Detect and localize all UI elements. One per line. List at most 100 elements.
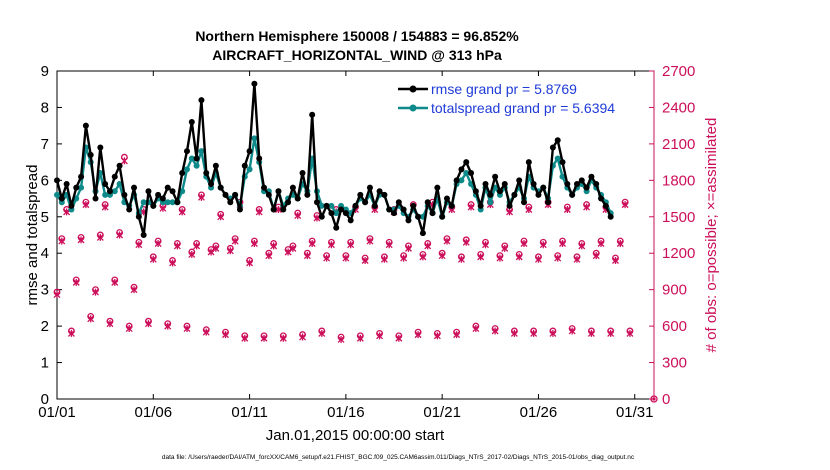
obs-assimilated-marker bbox=[424, 242, 432, 250]
obs-assimilated-marker bbox=[173, 242, 181, 250]
obs-assimilated-marker bbox=[250, 240, 258, 248]
rmse-point bbox=[208, 180, 215, 187]
rmse-point bbox=[381, 191, 388, 198]
rmse-point bbox=[150, 202, 157, 209]
obs-assimilated-marker bbox=[559, 240, 566, 248]
rmse-point bbox=[362, 199, 369, 206]
obs-assimilated-marker bbox=[183, 325, 191, 333]
obs-assimilated-marker bbox=[188, 250, 196, 258]
obs-assimilated-marker bbox=[405, 244, 412, 252]
rmse-point bbox=[439, 213, 446, 220]
obs-assimilated-marker bbox=[612, 257, 619, 265]
y-tick-label: 6 bbox=[41, 172, 49, 189]
rmse-point bbox=[270, 206, 277, 213]
obs-assimilated-marker bbox=[164, 322, 172, 330]
obs-assimilated-marker bbox=[356, 334, 364, 342]
obs-assimilated-marker bbox=[477, 253, 485, 261]
obs-assimilated-marker bbox=[568, 327, 576, 335]
rmse-point bbox=[607, 213, 614, 220]
rmse-point bbox=[391, 210, 398, 217]
obs-assimilated-marker bbox=[327, 241, 335, 249]
obs-assimilated-marker bbox=[506, 208, 514, 216]
obs-assimilated-marker bbox=[255, 208, 263, 216]
legend: rmse grand pr = 5.8769 totalspread grand… bbox=[398, 81, 615, 116]
obs-assimilated-marker bbox=[82, 201, 90, 209]
obs-assimilated-marker bbox=[414, 331, 422, 339]
y-tick-label: 5 bbox=[41, 209, 49, 226]
totalspread-point bbox=[116, 180, 123, 187]
rmse-point bbox=[188, 119, 195, 126]
y-right-tick-label: 2100 bbox=[662, 136, 695, 153]
rmse-point bbox=[588, 173, 595, 180]
obs-assimilated-marker bbox=[549, 329, 557, 337]
obs-assimilated-marker bbox=[197, 193, 205, 201]
rmse-point bbox=[183, 148, 190, 155]
x-axis-ticks: 01/01 01/06 01/11 01/16 01/21 01/26 01/31 bbox=[38, 71, 654, 421]
obs-assimilated-marker bbox=[616, 240, 624, 248]
rmse-point bbox=[159, 195, 166, 202]
obs-assimilated-marker bbox=[443, 237, 451, 245]
obs-assimilated-marker bbox=[323, 254, 331, 262]
totalspread-point bbox=[78, 184, 85, 191]
y-axis-label: rmse and totalspread bbox=[24, 165, 41, 306]
rmse-point bbox=[78, 173, 85, 180]
rmse-point bbox=[395, 199, 402, 206]
rmse-point bbox=[468, 170, 475, 177]
rmse-point bbox=[309, 111, 316, 118]
rmse-point bbox=[174, 199, 181, 206]
rmse-point bbox=[116, 162, 123, 169]
totalspread-point bbox=[463, 170, 470, 177]
obs-assimilated-marker bbox=[592, 252, 600, 260]
obs-assimilated-marker bbox=[578, 242, 586, 250]
rmse-point bbox=[511, 191, 518, 198]
rmse-point bbox=[453, 177, 460, 184]
obs-assimilated-marker bbox=[539, 241, 547, 249]
obs-assimilated-marker bbox=[193, 242, 201, 250]
rmse-point bbox=[376, 188, 383, 195]
rmse-point bbox=[569, 191, 576, 198]
rmse-point bbox=[458, 166, 465, 173]
obs-assimilated-marker bbox=[525, 205, 533, 213]
rmse-point bbox=[289, 184, 296, 191]
obs-assimilated-marker bbox=[587, 329, 595, 337]
obs-assimilated-marker bbox=[515, 253, 523, 261]
obs-assimilated-marker bbox=[275, 205, 282, 213]
rmse-point bbox=[487, 191, 494, 198]
totalspread-point bbox=[169, 199, 176, 206]
rmse-point bbox=[400, 206, 407, 213]
obs-assimilated-marker bbox=[125, 325, 133, 333]
rmse-point bbox=[145, 188, 152, 195]
rmse-point bbox=[578, 177, 585, 184]
rmse-point bbox=[366, 184, 373, 191]
rmse-point bbox=[275, 188, 282, 195]
totalspread-point bbox=[102, 191, 109, 198]
totalspread-point bbox=[193, 162, 200, 169]
rmse-point bbox=[371, 202, 378, 209]
rmse-point bbox=[304, 191, 311, 198]
obs-assimilated-marker bbox=[554, 254, 562, 262]
totalspread-point bbox=[198, 148, 205, 155]
totalspread-point bbox=[554, 155, 561, 162]
obs-assimilated-marker bbox=[395, 334, 403, 342]
obs-assimilated-marker bbox=[308, 240, 316, 248]
rmse-series bbox=[54, 80, 614, 238]
y-axis-ticks: 0 1 2 3 4 5 6 7 8 9 bbox=[41, 63, 62, 408]
rmse-point bbox=[179, 170, 186, 177]
rmse-point bbox=[434, 184, 441, 191]
obs-assimilated-marker bbox=[77, 236, 85, 244]
obs-assimilated-marker bbox=[337, 335, 345, 343]
totalspread-point bbox=[559, 173, 566, 180]
rmse-point bbox=[342, 210, 349, 217]
rmse-point bbox=[265, 191, 272, 198]
rmse-point bbox=[347, 217, 354, 224]
obs-assimilated-marker bbox=[265, 252, 273, 260]
obs-assimilated-marker bbox=[380, 255, 388, 263]
rmse-point bbox=[102, 180, 109, 187]
obs-assimilated-marker bbox=[347, 241, 355, 249]
rmse-point bbox=[126, 206, 133, 213]
obs-assimilated-marker bbox=[178, 208, 186, 216]
x-axis-label: Jan.01,2015 00:00:00 start bbox=[266, 427, 445, 444]
rmse-point bbox=[236, 206, 243, 213]
totalspread-point bbox=[54, 191, 60, 198]
obs-assimilated-marker bbox=[318, 329, 326, 337]
